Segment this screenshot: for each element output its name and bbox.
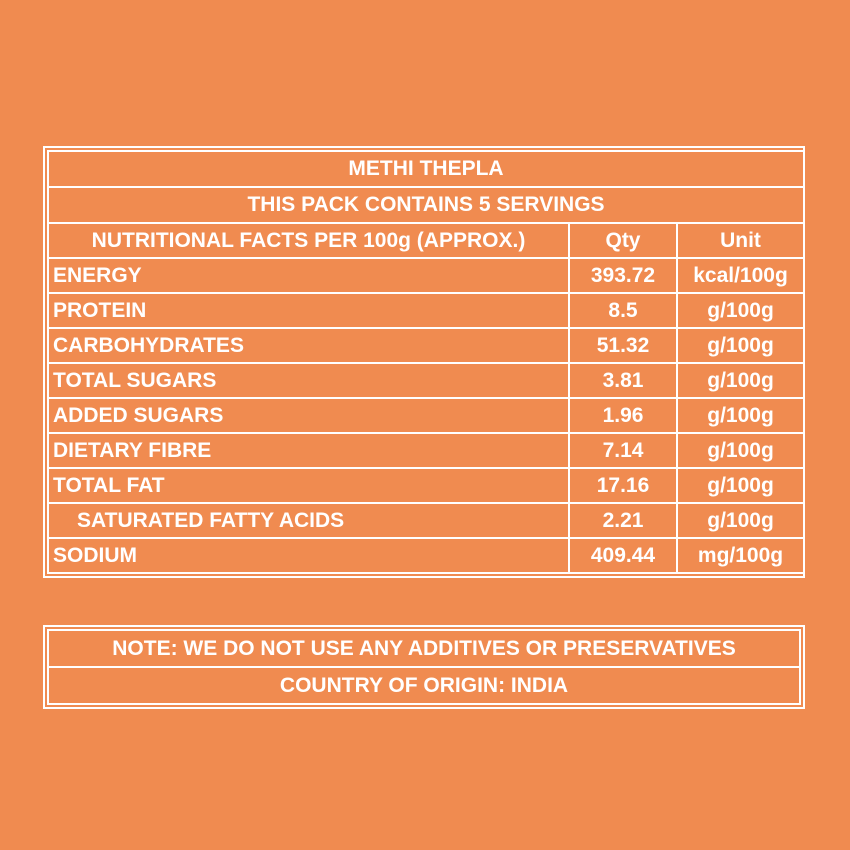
header-qty: Qty bbox=[568, 222, 678, 259]
nutrient-qty: 1.96 bbox=[568, 397, 678, 434]
note-text: NOTE: WE DO NOT USE ANY ADDITIVES OR PRE… bbox=[47, 629, 801, 668]
servings-text: THIS PACK CONTAINS 5 SERVINGS bbox=[46, 186, 806, 224]
nutrition-facts-panel: METHI THEPLA THIS PACK CONTAINS 5 SERVIN… bbox=[43, 146, 806, 578]
nutrient-unit: mg/100g bbox=[675, 537, 806, 574]
nutrient-qty: 409.44 bbox=[568, 537, 678, 574]
origin-row: COUNTRY OF ORIGIN: INDIA bbox=[47, 666, 801, 705]
servings-row: THIS PACK CONTAINS 5 SERVINGS bbox=[46, 186, 806, 224]
header-unit: Unit bbox=[675, 222, 806, 259]
nutrient-name: CARBOHYDRATES bbox=[47, 327, 570, 364]
nutrient-qty: 51.32 bbox=[568, 327, 678, 364]
nutrient-unit: kcal/100g bbox=[675, 257, 806, 294]
nutrient-qty: 7.14 bbox=[568, 432, 678, 469]
note-panel: NOTE: WE DO NOT USE ANY ADDITIVES OR PRE… bbox=[43, 625, 805, 709]
nutrient-unit: g/100g bbox=[675, 292, 806, 329]
nutrient-qty: 17.16 bbox=[568, 467, 678, 504]
table-row: SODIUM 409.44 mg/100g bbox=[47, 537, 806, 574]
nutrition-table: METHI THEPLA THIS PACK CONTAINS 5 SERVIN… bbox=[46, 150, 806, 574]
nutrient-qty: 3.81 bbox=[568, 362, 678, 399]
nutrient-name: DIETARY FIBRE bbox=[47, 432, 570, 469]
nutrient-unit: g/100g bbox=[675, 397, 806, 434]
header-row: NUTRITIONAL FACTS PER 100g (APPROX.) Qty… bbox=[47, 222, 806, 259]
table-row: SATURATED FATTY ACIDS 2.21 g/100g bbox=[47, 502, 806, 539]
table-row: PROTEIN 8.5 g/100g bbox=[47, 292, 806, 329]
nutrient-name: SODIUM bbox=[47, 537, 570, 574]
nutrient-name: ADDED SUGARS bbox=[47, 397, 570, 434]
product-title: METHI THEPLA bbox=[46, 150, 806, 188]
origin-text: COUNTRY OF ORIGIN: INDIA bbox=[47, 666, 801, 705]
note-table: NOTE: WE DO NOT USE ANY ADDITIVES OR PRE… bbox=[47, 629, 801, 705]
nutrient-unit: g/100g bbox=[675, 327, 806, 364]
note-row: NOTE: WE DO NOT USE ANY ADDITIVES OR PRE… bbox=[47, 629, 801, 668]
table-row: ADDED SUGARS 1.96 g/100g bbox=[47, 397, 806, 434]
nutrient-name: SATURATED FATTY ACIDS bbox=[47, 502, 570, 539]
nutrient-name: PROTEIN bbox=[47, 292, 570, 329]
nutrient-qty: 393.72 bbox=[568, 257, 678, 294]
header-label: NUTRITIONAL FACTS PER 100g (APPROX.) bbox=[47, 222, 570, 259]
nutrient-name: TOTAL FAT bbox=[47, 467, 570, 504]
nutrient-qty: 2.21 bbox=[568, 502, 678, 539]
table-row: TOTAL FAT 17.16 g/100g bbox=[47, 467, 806, 504]
nutrient-name: ENERGY bbox=[47, 257, 570, 294]
nutrient-unit: g/100g bbox=[675, 362, 806, 399]
nutrient-unit: g/100g bbox=[675, 467, 806, 504]
title-row: METHI THEPLA bbox=[46, 150, 806, 188]
table-row: CARBOHYDRATES 51.32 g/100g bbox=[47, 327, 806, 364]
nutrient-unit: g/100g bbox=[675, 432, 806, 469]
table-row: ENERGY 393.72 kcal/100g bbox=[47, 257, 806, 294]
nutrient-qty: 8.5 bbox=[568, 292, 678, 329]
nutrient-name: TOTAL SUGARS bbox=[47, 362, 570, 399]
nutrient-unit: g/100g bbox=[675, 502, 806, 539]
table-row: DIETARY FIBRE 7.14 g/100g bbox=[47, 432, 806, 469]
table-row: TOTAL SUGARS 3.81 g/100g bbox=[47, 362, 806, 399]
